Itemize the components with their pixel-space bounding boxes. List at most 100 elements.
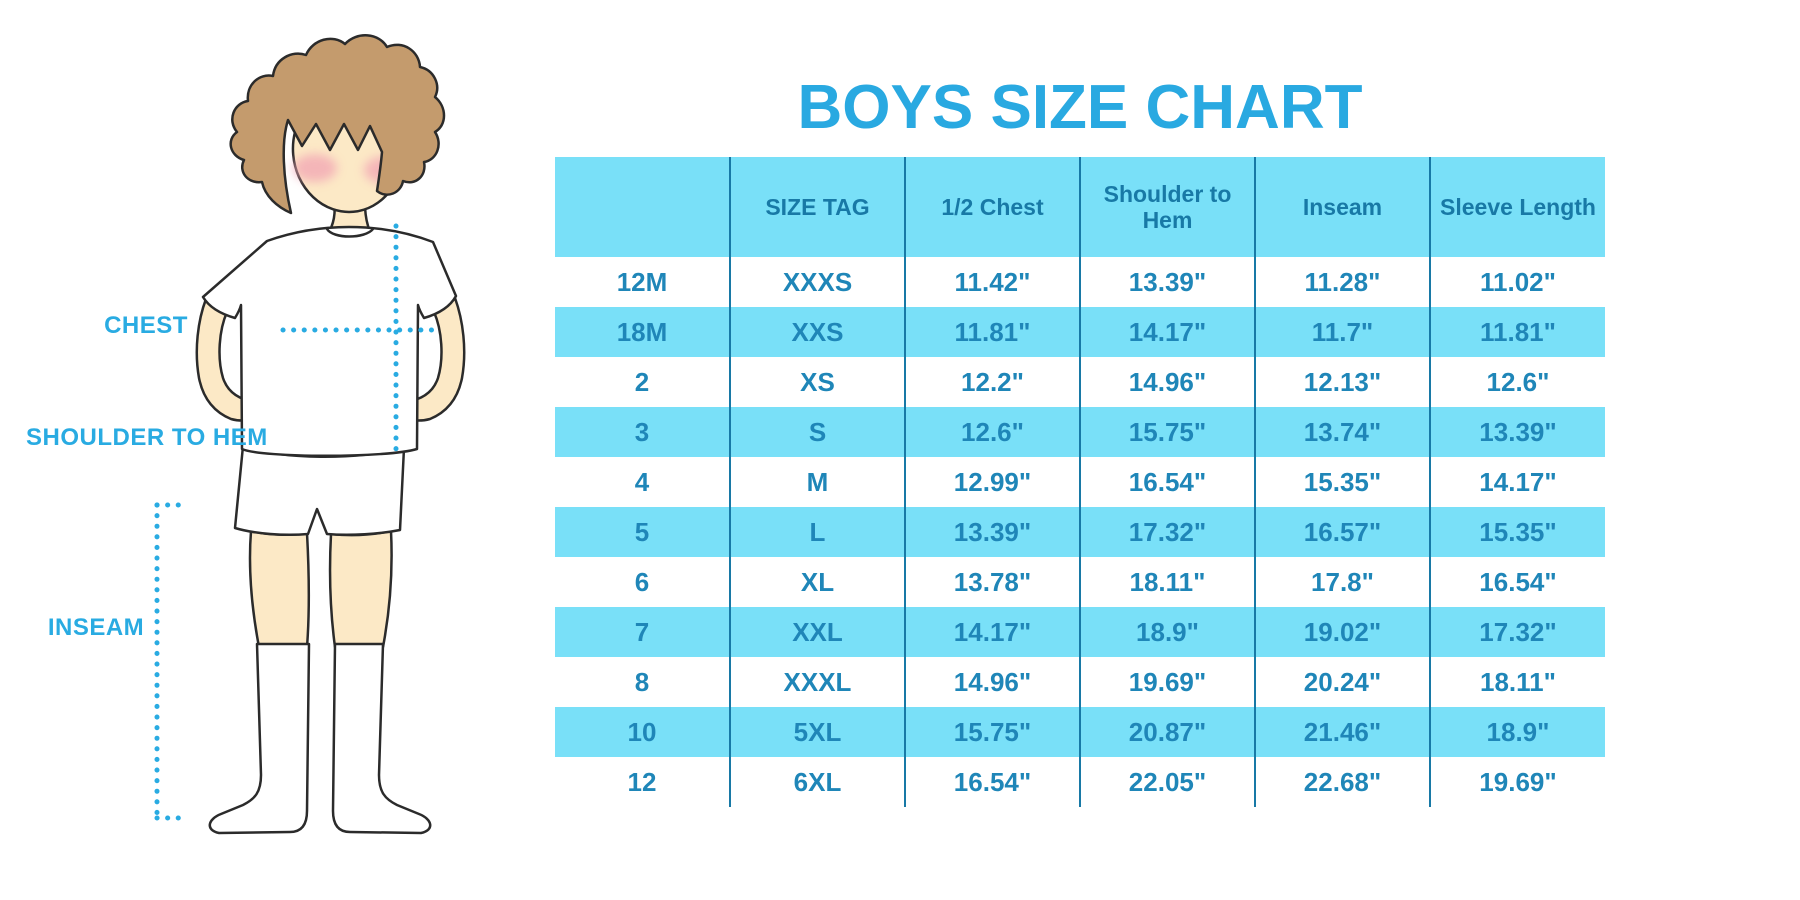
table-cell: XXL	[729, 607, 905, 657]
tshirt-shape	[201, 225, 458, 457]
table-cell: XXXL	[729, 657, 905, 707]
table-cell: 18.11"	[1429, 657, 1605, 707]
shoulder-to-hem-label: SHOULDER TO HEM	[26, 424, 268, 451]
table-cell: 14.96"	[904, 657, 1080, 707]
table-cell: M	[729, 457, 905, 507]
table-cell: 13.78"	[904, 557, 1080, 607]
table-row: 8 XXXL 14.96" 19.69" 20.24" 18.11"	[555, 657, 1605, 707]
table-cell: 8	[555, 657, 730, 707]
table-row: 4 M 12.99" 16.54" 15.35" 14.17"	[555, 457, 1605, 507]
table-row: 6 XL 13.78" 18.11" 17.8" 16.54"	[555, 557, 1605, 607]
table-cell: 17.32"	[1429, 607, 1605, 657]
table-cell: 16.54"	[1079, 457, 1255, 507]
table-cell: 20.87"	[1079, 707, 1255, 757]
right-leg-shape	[328, 529, 393, 649]
size-table-body: 12M XXXS 11.42" 13.39" 11.28" 11.02" 18M XXS 11.…	[555, 257, 1605, 807]
column-header: SIZE TAG	[729, 157, 905, 257]
collar-line	[325, 227, 375, 238]
table-cell: 16.57"	[1254, 507, 1430, 557]
table-cell: 12.6"	[904, 407, 1080, 457]
table-cell: 13.39"	[1079, 257, 1255, 307]
table-row: 12 6XL 16.54" 22.05" 22.68" 19.69"	[555, 757, 1605, 807]
column-header: Inseam	[1254, 157, 1430, 257]
size-table-head: SIZE TAG 1/2 Chest Shoulder to Hem Inseam Sl…	[555, 157, 1605, 257]
table-cell: 5XL	[729, 707, 905, 757]
table-cell: 12.2"	[904, 357, 1080, 407]
size-table-header-row: SIZE TAG 1/2 Chest Shoulder to Hem Inseam Sl…	[555, 157, 1605, 257]
table-cell: 18.9"	[1429, 707, 1605, 757]
table-row: 2 XS 12.2" 14.96" 12.13" 12.6"	[555, 357, 1605, 407]
table-cell: 11.02"	[1429, 257, 1605, 307]
table-cell: 12.13"	[1254, 357, 1430, 407]
table-cell: 2	[555, 357, 730, 407]
table-cell: 11.81"	[904, 307, 1080, 357]
chest-label: CHEST	[104, 312, 188, 339]
table-cell: 6	[555, 557, 730, 607]
table-cell: 17.32"	[1079, 507, 1255, 557]
table-row: 12M XXXS 11.42" 13.39" 11.28" 11.02"	[555, 257, 1605, 307]
table-cell: 13.74"	[1254, 407, 1430, 457]
left-leg-shape	[248, 529, 311, 649]
table-cell: 19.69"	[1079, 657, 1255, 707]
table-cell: 11.81"	[1429, 307, 1605, 357]
table-cell: 10	[555, 707, 730, 757]
table-cell: 11.28"	[1254, 257, 1430, 307]
shorts-shape	[233, 444, 406, 537]
table-cell: 5	[555, 507, 730, 557]
table-cell: 17.8"	[1254, 557, 1430, 607]
table-cell: 20.24"	[1254, 657, 1430, 707]
size-table: SIZE TAG 1/2 Chest Shoulder to Hem Inseam Sl…	[555, 157, 1605, 807]
table-cell: 18.11"	[1079, 557, 1255, 607]
table-cell: 19.02"	[1254, 607, 1430, 657]
hair-shape	[229, 34, 446, 215]
table-cell: 14.96"	[1079, 357, 1255, 407]
table-cell: 3	[555, 407, 730, 457]
table-cell: 12.99"	[904, 457, 1080, 507]
table-cell: 14.17"	[1429, 457, 1605, 507]
table-cell: 12M	[555, 257, 730, 307]
column-header: Shoulder to Hem	[1079, 157, 1255, 257]
left-cheek-blush	[293, 154, 337, 182]
table-cell: XXXS	[729, 257, 905, 307]
table-cell: 13.39"	[1429, 407, 1605, 457]
table-cell: 15.75"	[904, 707, 1080, 757]
table-cell: 14.17"	[904, 607, 1080, 657]
table-cell: 11.7"	[1254, 307, 1430, 357]
table-cell: 7	[555, 607, 730, 657]
column-header: Sleeve Length	[1429, 157, 1605, 257]
table-cell: 12.6"	[1429, 357, 1605, 407]
right-sock-shape	[331, 642, 432, 835]
table-cell: 18.9"	[1079, 607, 1255, 657]
table-cell: 15.75"	[1079, 407, 1255, 457]
table-row: 3 S 12.6" 15.75" 13.74" 13.39"	[555, 407, 1605, 457]
table-cell: 22.68"	[1254, 757, 1430, 807]
table-cell: 12	[555, 757, 730, 807]
boy-illustration-svg	[154, 34, 466, 835]
table-row: 7 XXL 14.17" 18.9" 19.02" 17.32"	[555, 607, 1605, 657]
table-cell: 16.54"	[904, 757, 1080, 807]
table-cell: 21.46"	[1254, 707, 1430, 757]
table-cell: 16.54"	[1429, 557, 1605, 607]
left-sock-shape	[208, 642, 311, 835]
table-cell: 11.42"	[904, 257, 1080, 307]
table-cell: 15.35"	[1254, 457, 1430, 507]
table-cell: 13.39"	[904, 507, 1080, 557]
table-cell: XL	[729, 557, 905, 607]
table-cell: 4	[555, 457, 730, 507]
table-cell: 6XL	[729, 757, 905, 807]
table-cell: 19.69"	[1429, 757, 1605, 807]
table-cell: 22.05"	[1079, 757, 1255, 807]
table-cell: XS	[729, 357, 905, 407]
table-cell: XXS	[729, 307, 905, 357]
page-title: BOYS SIZE CHART	[797, 72, 1363, 142]
table-cell: S	[729, 407, 905, 457]
column-header: 1/2 Chest	[904, 157, 1080, 257]
table-cell: L	[729, 507, 905, 557]
inseam-label: INSEAM	[47, 614, 145, 641]
column-header	[555, 157, 730, 257]
boy-measurement-diagram	[0, 0, 470, 880]
table-row: 5 L 13.39" 17.32" 16.57" 15.35"	[555, 507, 1605, 557]
table-row: 18M XXS 11.81" 14.17" 11.7" 11.81"	[555, 307, 1605, 357]
table-row: 10 5XL 15.75" 20.87" 21.46" 18.9"	[555, 707, 1605, 757]
